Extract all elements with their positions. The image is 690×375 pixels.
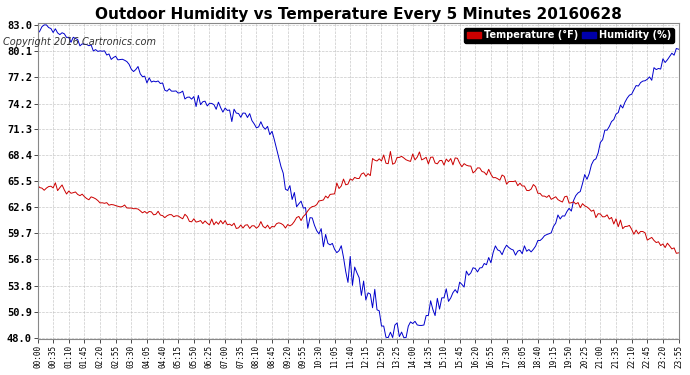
Text: Copyright 2016 Cartronics.com: Copyright 2016 Cartronics.com [3,37,157,47]
Legend: Temperature (°F), Humidity (%): Temperature (°F), Humidity (%) [464,28,673,43]
Title: Outdoor Humidity vs Temperature Every 5 Minutes 20160628: Outdoor Humidity vs Temperature Every 5 … [95,7,622,22]
